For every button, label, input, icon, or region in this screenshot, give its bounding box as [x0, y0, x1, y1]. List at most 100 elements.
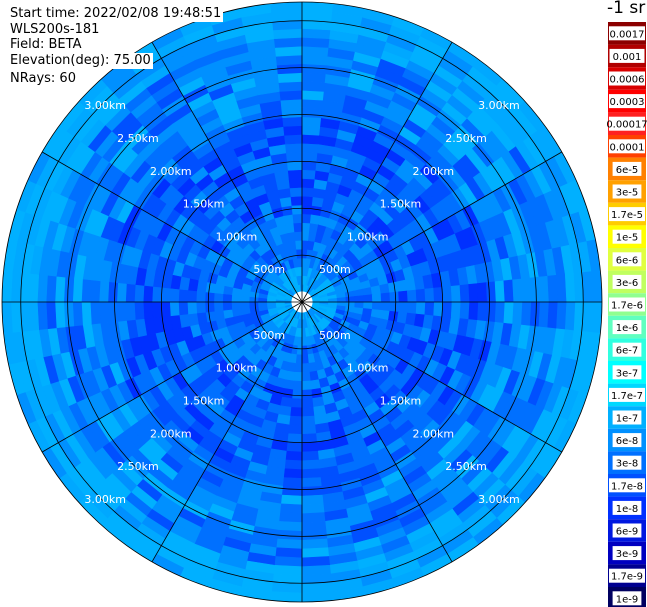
- ppi-cell: [371, 293, 382, 303]
- ppi-cell: [301, 406, 315, 418]
- ppi-cell: [169, 301, 180, 317]
- ppi-cell: [289, 406, 303, 418]
- ppi-cell: [257, 301, 268, 307]
- ppi-cell: [503, 301, 515, 325]
- ppi-cell: [280, 494, 303, 506]
- ppi-cell: [424, 287, 435, 303]
- ppi-cell: [415, 301, 426, 316]
- ppi-cell: [292, 213, 303, 224]
- ppi-cell: [285, 222, 295, 234]
- ppi-cell: [301, 521, 327, 532]
- ppi-cell: [134, 284, 145, 303]
- ppi-cell: [301, 54, 329, 66]
- ppi-cell: [248, 301, 259, 308]
- ppi-cell: [301, 485, 323, 497]
- ppi-cell: [282, 477, 303, 488]
- ppi-cell: [301, 424, 317, 435]
- ppi-cell: [336, 297, 347, 303]
- ppi-cell: [81, 278, 92, 303]
- colorbar-label: 6e-5: [616, 165, 639, 176]
- colorbar-label-bg: [609, 26, 645, 41]
- ppi-cell: [494, 280, 506, 303]
- ppi-cell: [301, 512, 326, 523]
- colorbar-label-bg: [612, 342, 642, 357]
- colorbar-label: 3e-9: [616, 549, 639, 560]
- ppi-cell: [301, 178, 316, 189]
- ppi-cell: [301, 398, 314, 409]
- colorbar-label-bg: [609, 207, 645, 222]
- ppi-cell: [371, 301, 382, 311]
- ppi-cell: [468, 283, 479, 303]
- ppi-cell: [398, 290, 409, 303]
- ppi-cell: [301, 354, 309, 365]
- ppi-cell: [556, 301, 568, 331]
- colorbar-label-bg: [612, 433, 642, 448]
- ppi-cell: [273, 556, 303, 568]
- colorbar-label-bg: [609, 387, 645, 402]
- ppi-cell: [301, 125, 321, 136]
- range-label: 3.00km: [478, 493, 520, 506]
- spoke-line: [41, 151, 303, 303]
- colorbar-label: 1e-5: [616, 233, 639, 244]
- ppi-cell: [178, 301, 189, 316]
- ppi-cells: [2, 2, 602, 602]
- range-label: 2.50km: [117, 460, 159, 473]
- ppi-cell: [406, 301, 418, 315]
- ppi-cell: [195, 301, 206, 314]
- ppi-cell: [301, 591, 334, 602]
- colorbar-label: 1.7e-7: [611, 391, 643, 402]
- range-label: 500m: [319, 329, 351, 342]
- ppi-cell: [485, 281, 497, 303]
- ppi-cell: [301, 371, 311, 382]
- ppi-cell: [116, 301, 127, 322]
- ppi-cell: [363, 294, 373, 303]
- colorbar-label-bg: [612, 229, 642, 244]
- ppi-cell: [142, 285, 154, 303]
- colorbar-label: 6e-6: [616, 255, 639, 266]
- ppi-cell: [512, 278, 523, 303]
- ppi-cell: [45, 301, 57, 330]
- ppi-cell: [270, 2, 303, 13]
- ppi-cell: [301, 363, 310, 373]
- ppi-cell: [36, 301, 48, 331]
- ppi-cell: [424, 301, 435, 317]
- ppi-cell: [287, 424, 303, 435]
- range-label: 500m: [319, 263, 351, 276]
- ppi-cell: [362, 286, 373, 296]
- ppi-cell: [291, 389, 303, 400]
- ppi-cell: [285, 151, 303, 162]
- ppi-cell: [301, 345, 308, 356]
- ppi-cell: [398, 301, 409, 314]
- colorbar-label-bg: [612, 410, 642, 425]
- colorbar-label-bg: [612, 523, 642, 538]
- ppi-cell: [98, 301, 110, 324]
- range-label: 1.50km: [380, 198, 422, 211]
- ppi-cell: [301, 204, 313, 215]
- ppi-cell: [301, 389, 313, 400]
- ppi-cell: [363, 301, 373, 310]
- ppi-cell: [301, 494, 324, 506]
- ppi-cell: [301, 89, 325, 101]
- ppi-cell: [301, 503, 325, 515]
- ppi-cell: [285, 450, 303, 462]
- ppi-cell: [538, 275, 550, 303]
- ppi-cell: [459, 301, 470, 320]
- ppi-cell: [288, 178, 303, 189]
- colorbar-label-bg: [612, 455, 642, 470]
- ppi-cell: [521, 301, 532, 327]
- colorbar-label-bg: [612, 591, 642, 606]
- spoke-line: [301, 301, 563, 453]
- ppi-cell: [301, 459, 320, 470]
- ppi-cell: [503, 279, 515, 303]
- colorbar-label: 0.0003: [610, 97, 645, 108]
- colorbar-label-bg: [609, 48, 645, 63]
- ppi-cell: [301, 450, 319, 462]
- colorbar-label-bg: [612, 320, 642, 335]
- ppi-cell: [72, 301, 83, 327]
- ppi-cell: [301, 116, 322, 127]
- colorbar-label-bg: [609, 139, 645, 154]
- colorbar-label-bg: [612, 161, 642, 176]
- ppi-cell: [281, 485, 303, 497]
- ppi-cell: [275, 54, 303, 66]
